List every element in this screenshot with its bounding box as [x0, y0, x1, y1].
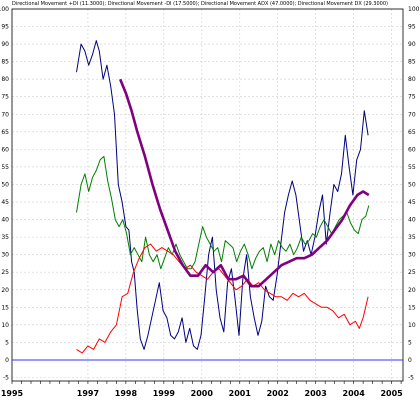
y-tick-label-left: 10	[1, 322, 9, 329]
series-line-1	[76, 40, 369, 350]
plot-frame	[11, 8, 404, 382]
y-tick-label-left: 35	[1, 234, 9, 241]
series-line-4	[118, 78, 370, 288]
y-tick-label-right: 20	[408, 287, 416, 294]
y-tick-label-right: 65	[408, 129, 416, 136]
y-tick-label-right: -5	[408, 374, 414, 381]
series-line-2	[76, 155, 370, 270]
y-tick-label-left: 95	[1, 24, 9, 31]
x-tick-label: 2003	[305, 389, 327, 398]
series-line-3	[76, 243, 369, 354]
y-tick-label-right: 95	[408, 24, 416, 31]
y-tick-label-right: 40	[408, 217, 416, 224]
x-tick-label: 2000	[191, 389, 214, 398]
y-tick-label-left: 15	[1, 304, 9, 311]
x-tick-label: 1998	[115, 389, 138, 398]
x-tick-label: 2001	[229, 389, 252, 398]
y-tick-label-left: 75	[1, 94, 9, 101]
y-tick-label-right: 15	[408, 304, 416, 311]
y-tick-label-right: 50	[408, 181, 416, 188]
y-tick-label-right: 100	[408, 6, 420, 13]
y-tick-label-left: 80	[1, 76, 9, 83]
y-tick-label-left: 40	[1, 217, 9, 224]
y-tick-label-left: -5	[3, 374, 9, 381]
y-tick-label-left: 90	[1, 41, 9, 48]
y-tick-label-left: 5	[5, 339, 9, 346]
axes	[11, 8, 404, 384]
y-tick-label-left: 0	[5, 357, 9, 364]
y-tick-label-right: 85	[408, 59, 416, 66]
y-tick-label-left: 100	[0, 6, 9, 13]
y-tick-label-right: 0	[408, 357, 412, 364]
x-tick-label: 2005	[380, 389, 403, 398]
y-tick-label-right: 45	[408, 199, 416, 206]
series-group	[76, 40, 370, 354]
x-tick-label: 1995	[1, 389, 24, 398]
y-tick-label-right: 75	[408, 94, 416, 101]
y-tick-label-right: 25	[408, 269, 416, 276]
x-tick-label: 2004	[343, 389, 366, 398]
y-tick-label-right: 90	[408, 41, 416, 48]
y-tick-label-left: 70	[1, 111, 9, 118]
y-tick-label-left: 85	[1, 59, 9, 66]
y-tick-label-right: 35	[408, 234, 416, 241]
x-tick-label: 1999	[153, 389, 176, 398]
y-tick-label-left: 20	[1, 287, 9, 294]
x-tick-label: 1997	[77, 389, 99, 398]
grid	[11, 8, 403, 381]
y-tick-label-right: 55	[408, 164, 416, 171]
y-tick-label-left: 50	[1, 181, 9, 188]
y-tick-label-right: 80	[408, 76, 416, 83]
y-tick-label-left: 55	[1, 164, 9, 171]
y-tick-label-left: 60	[1, 146, 9, 153]
y-tick-label-right: 5	[408, 339, 412, 346]
y-tick-label-left: 25	[1, 269, 9, 276]
y-tick-label-left: 45	[1, 199, 9, 206]
x-tick-label: 2002	[267, 389, 289, 398]
y-tick-label-right: 70	[408, 111, 416, 118]
y-tick-label-right: 60	[408, 146, 416, 153]
y-tick-label-right: 30	[408, 252, 416, 259]
y-tick-label-left: 65	[1, 129, 9, 136]
chart-title: Directional Movement +DI (11.3000); Dire…	[12, 1, 388, 7]
y-tick-label-right: 10	[408, 322, 416, 329]
y-tick-label-left: 30	[1, 252, 9, 259]
